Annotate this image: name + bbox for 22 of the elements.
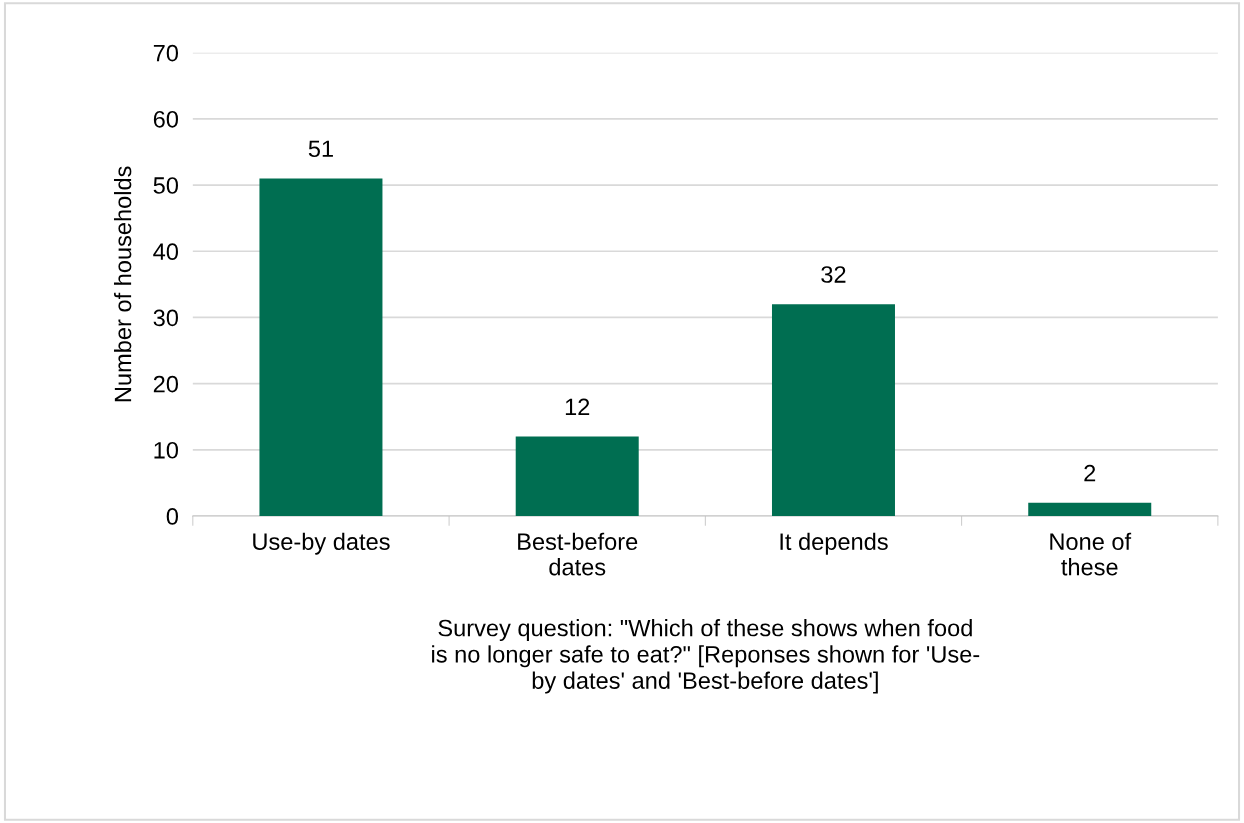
x-axis-title: Survey question: "Which of these shows when food is no longer safe to eat?" [Reponses shown for 'Use- by dates' and 'Best-before dates'] [432,619,980,694]
bar [259,178,383,517]
data-label: 32 [821,266,846,283]
y-axis-title: Number of households [113,166,132,402]
y-tick-label: 50 [153,177,179,194]
data-label: 12 [565,398,590,416]
y-tick-label: 70 [153,44,179,62]
y-tick-label: 60 [153,110,179,128]
y-tick-label: 40 [153,243,179,261]
data-label: 2 [1084,464,1096,482]
y-tick-label: 20 [153,375,179,393]
bar [515,436,639,517]
data-label: 51 [308,140,333,158]
bar [771,304,895,517]
x-tick-label: Use-by dates [253,532,390,555]
y-tick-label: 30 [153,309,179,327]
x-tick-label: It depends [780,532,888,555]
x-tick-label: Best-before dates [518,532,638,576]
y-tick-label: 10 [154,441,179,459]
x-tick-label: None of these [1050,532,1132,576]
bar [1028,502,1152,517]
y-tick-label: 0 [166,508,179,525]
